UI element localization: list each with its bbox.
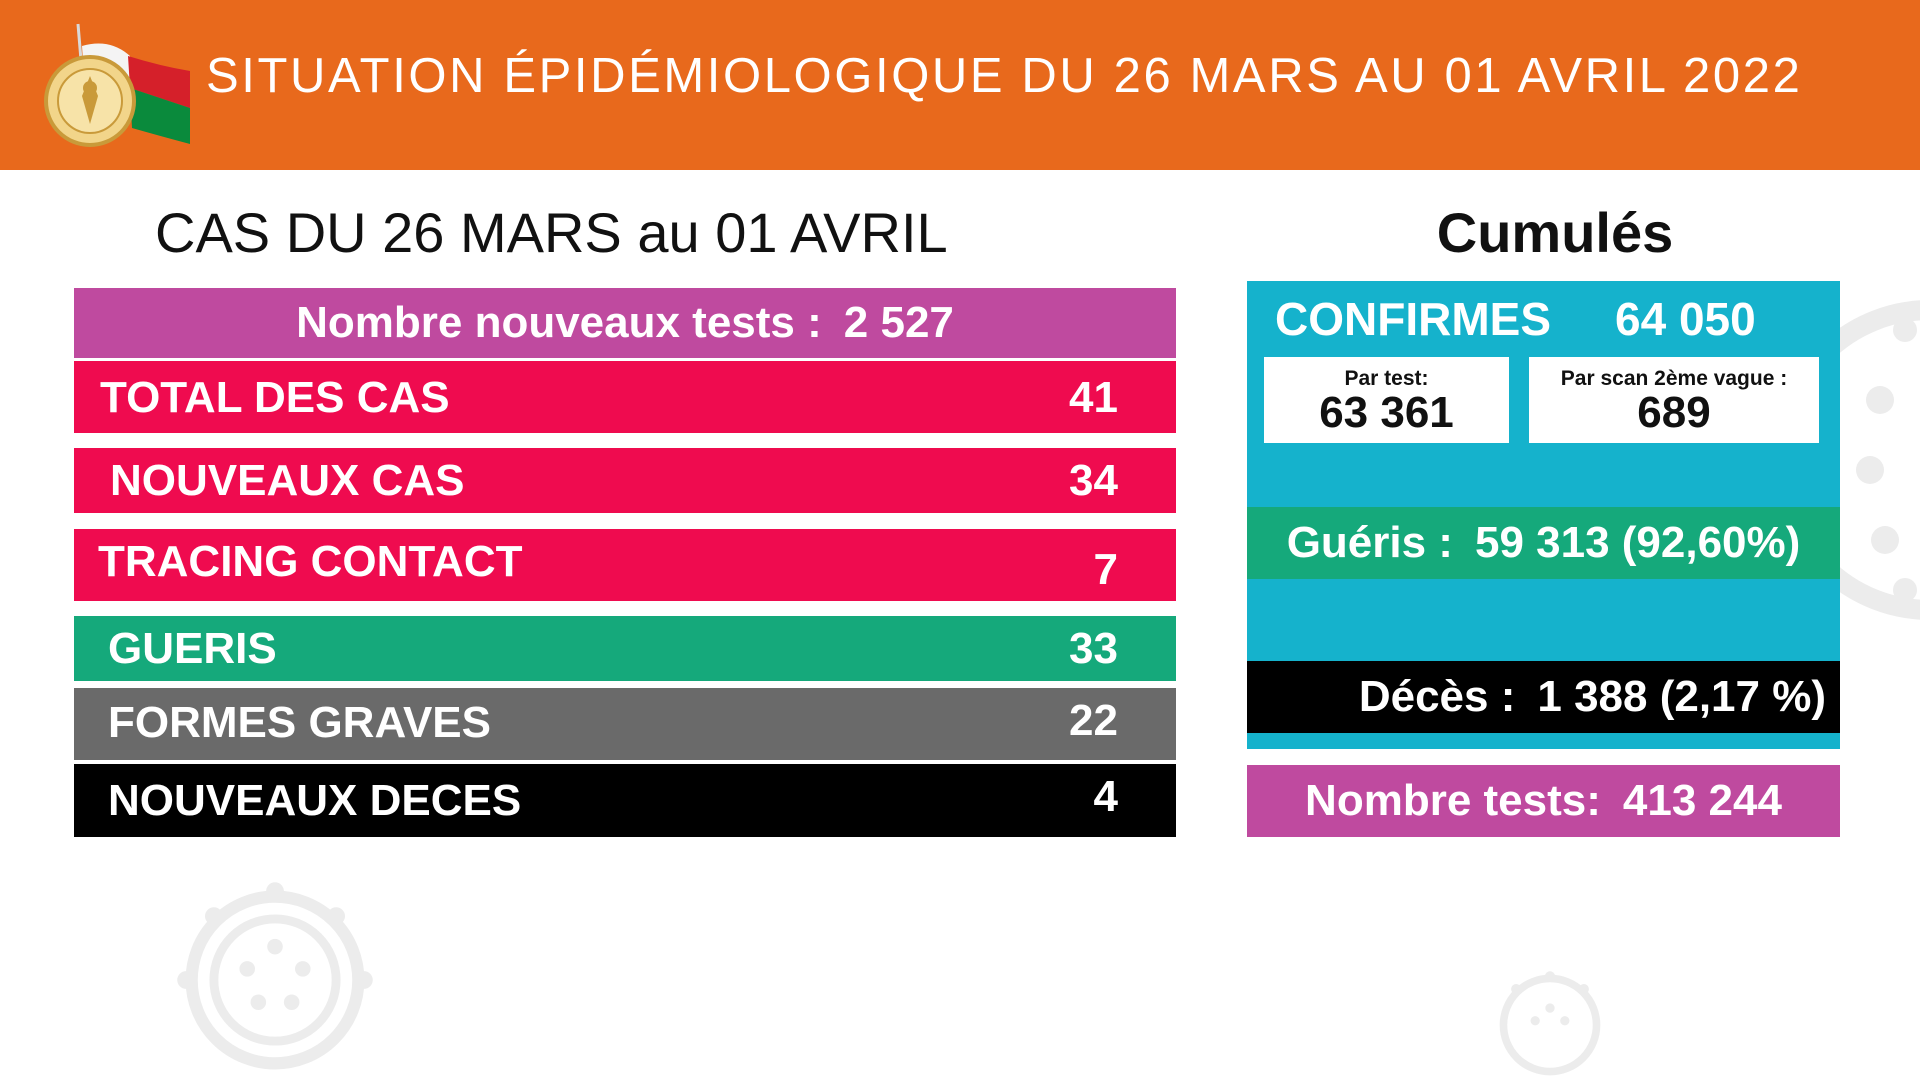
cumul-gueris-value: 59 313 (92,60%): [1474, 518, 1801, 567]
par-scan-value: 689: [1637, 388, 1711, 437]
par-scan-box: Par scan 2ème vague : 689: [1529, 357, 1819, 443]
par-test-value: 63 361: [1319, 388, 1454, 437]
cumules-section-title: Cumulés: [1436, 201, 1674, 264]
virus-icon: [1830, 300, 1920, 620]
new-cases-row: NOUVEAUX CAS 34: [74, 448, 1176, 513]
row-label: GUERIS: [108, 624, 277, 673]
confirmes-value: 64 050: [1615, 293, 1756, 345]
nouveaux-deces-row: NOUVEAUX DECES 4: [74, 764, 1176, 837]
cumul-deces-value: 1 388 (2,17 %): [1537, 672, 1826, 721]
par-test-box: Par test: 63 361: [1264, 357, 1509, 443]
weekly-section-title: CAS DU 26 MARS au 01 AVRIL: [155, 201, 948, 264]
cumul-gueris-bar: Guéris : 59 313 (92,60%): [1247, 507, 1840, 579]
row-label: NOUVEAUX CAS: [110, 456, 465, 505]
row-value: 22: [1069, 696, 1118, 745]
virus-icon: [177, 882, 373, 1070]
tracing-contact-row: TRACING CONTACT 7: [74, 529, 1176, 601]
row-value: 7: [1093, 545, 1118, 594]
gueris-row: GUERIS 33: [74, 616, 1176, 681]
row-label: TRACING CONTACT: [98, 537, 523, 586]
par-scan-label: Par scan 2ème vague :: [1560, 367, 1788, 390]
total-cases-row: TOTAL DES CAS 41: [74, 361, 1176, 433]
cumul-tests-bar: Nombre tests: 413 244: [1247, 765, 1840, 837]
new-tests-value: 2 527: [843, 298, 954, 347]
new-tests-label: Nombre nouveaux tests :: [296, 298, 822, 347]
page-title: SITUATION ÉPIDÉMIOLOGIQUE DU 26 MARS AU …: [206, 49, 1803, 103]
confirmes-label: CONFIRMES: [1275, 293, 1551, 345]
cumul-gueris-label: Guéris :: [1286, 518, 1453, 567]
cumul-tests-value: 413 244: [1622, 776, 1782, 825]
row-value: 4: [1093, 772, 1118, 821]
row-label: FORMES GRAVES: [108, 698, 492, 747]
row-value: 41: [1069, 373, 1118, 422]
madagascar-emblem-flag-icon: [44, 23, 190, 147]
header-banner: SITUATION ÉPIDÉMIOLOGIQUE DU 26 MARS AU …: [0, 0, 1920, 170]
cumul-tests-label: Nombre tests:: [1305, 776, 1601, 825]
row-label: NOUVEAUX DECES: [108, 776, 522, 825]
formes-graves-row: FORMES GRAVES 22: [74, 688, 1176, 760]
cumul-deces-bar: Décès : 1 388 (2,17 %): [1247, 661, 1840, 733]
row-value: 34: [1069, 456, 1118, 505]
row-label: TOTAL DES CAS: [100, 373, 450, 422]
cumul-deces-label: Décès :: [1358, 672, 1516, 721]
new-tests-bar: Nombre nouveaux tests : 2 527: [74, 288, 1176, 358]
par-test-label: Par test:: [1344, 367, 1429, 390]
virus-icon: [1499, 971, 1601, 1076]
row-value: 33: [1069, 624, 1118, 673]
